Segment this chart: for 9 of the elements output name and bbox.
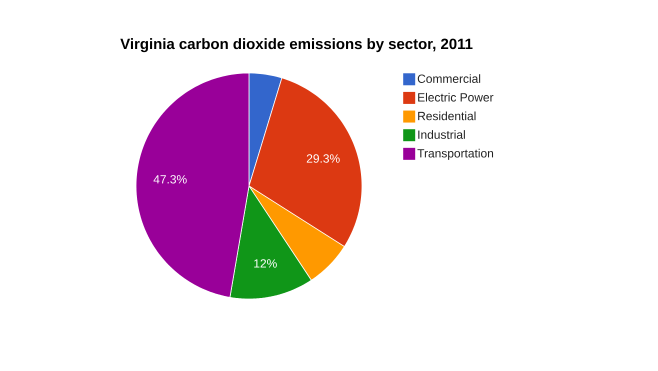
legend-label: Electric Power xyxy=(418,92,494,102)
legend-label: Transportation xyxy=(417,148,494,160)
data-label: 47.3% xyxy=(154,175,187,184)
data-label: 29.3% xyxy=(306,154,340,163)
legend-label: Industrial xyxy=(418,130,465,139)
legend-label: Residential xyxy=(418,111,476,120)
legend-label: Commercial xyxy=(418,74,480,83)
data-label: 12% xyxy=(254,259,277,268)
chart-title: Virginia carbon dioxide emissions by sector, 2011 xyxy=(120,38,473,52)
